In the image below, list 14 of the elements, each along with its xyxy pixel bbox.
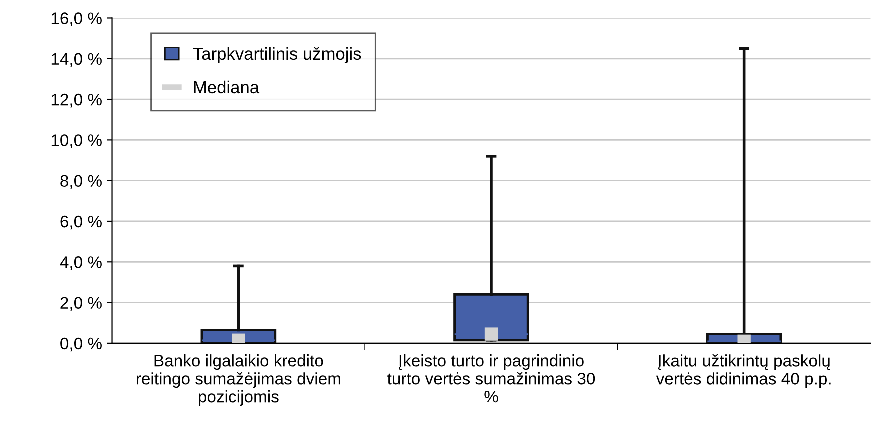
- legend-label: Tarpkvartilinis užmojis: [193, 47, 362, 64]
- y-tick-label: 16,0 %: [52, 12, 102, 26]
- x-tick-label: Įkaitu užtikrintų paskolų vertės didinimas 40 p.p.: [656, 354, 831, 388]
- y-tick-label: 0,0 %: [60, 338, 102, 352]
- y-tick-label: 14,0 %: [52, 53, 102, 68]
- y-tick-label: 10,0 %: [52, 134, 102, 148]
- legend-label: Mediana: [194, 80, 260, 94]
- y-tick-label: 8,0 %: [60, 175, 102, 190]
- y-tick-label: 12,0 %: [52, 94, 102, 108]
- y-tick-label: 2,0 %: [60, 297, 102, 311]
- x-tick-label: Įkeisto turto ir pagrindinio turto vertės sumažinimas 30 %: [388, 354, 596, 403]
- x-tick-label: Banko ilgalaikio kredito reitingo sumažėjimas dviem pozicijomis: [136, 354, 340, 406]
- y-tick-label: 6,0 %: [60, 216, 102, 230]
- y-tick-label: 4,0 %: [60, 256, 102, 270]
